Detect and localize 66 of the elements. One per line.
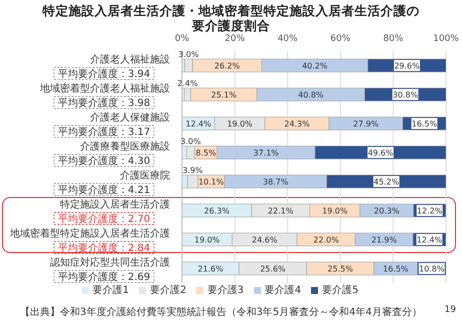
data-label: 25.5% [328, 264, 354, 274]
data-label: 21.6% [198, 264, 224, 274]
y-tick-label: 認知症対応型共同生活介護 [50, 256, 170, 268]
data-label: 3.0% [180, 137, 202, 146]
text: 平均要介護度：4.21 [58, 184, 150, 196]
y-tick-label: 介護老人福祉施設 [90, 54, 170, 66]
y-tick-label: 地域密着型特定施設入居者生活介護 [9, 228, 170, 240]
data-label: 29.6% [394, 62, 420, 70]
y-tick-label: 介護老人保健施設 [90, 112, 170, 124]
data-label: 37.1% [253, 148, 280, 158]
data-label: 3.9% [182, 166, 204, 175]
data-label: 10.8% [419, 264, 445, 274]
data-label: 27.9% [353, 120, 379, 128]
data-label: 49.6% [368, 148, 394, 158]
legend-label: 要介護3 [207, 285, 244, 296]
text: 平均要介護度：2.69 [58, 271, 150, 283]
chart-title: 特定施設入居者生活介護・地域密着型特定施設入居者生活介護の要介護度割合 [41, 3, 420, 33]
legend-label: 要介護2 [150, 285, 186, 296]
data-label: 21.9% [371, 236, 398, 244]
x-tick-label: 100% [433, 34, 460, 44]
data-label: 20.3% [374, 206, 400, 216]
data-label: 3.0% [178, 50, 200, 59]
data-label: 16.5% [382, 264, 409, 274]
data-label: 24.6% [252, 236, 278, 244]
data-label: 30.8% [392, 90, 418, 100]
x-tick-label: 0% [174, 34, 190, 44]
data-label: 12.2% [416, 206, 443, 216]
text: 平均要介護度：3.98 [58, 97, 150, 109]
y-tick-label: 地域密着型介護老人福祉施設 [39, 82, 170, 94]
data-label: 19.0% [322, 206, 348, 216]
data-label: 25.6% [260, 264, 286, 274]
data-label: 40.2% [302, 62, 328, 70]
data-label: 24.3% [284, 120, 310, 128]
text: 平均要介護度：4.30 [58, 155, 150, 167]
x-tick-label: 80% [383, 34, 404, 44]
data-label: 25.1% [211, 90, 237, 100]
legend-label: 要介護4 [264, 285, 302, 296]
y-tick-label: 特定施設入居者生活介護 [60, 198, 170, 210]
data-label: 26.3% [204, 206, 230, 216]
data-label: 12.4% [416, 236, 442, 244]
data-label: 19.0% [194, 236, 220, 244]
data-label: 8.5% [196, 148, 216, 158]
data-label: 40.8% [298, 90, 324, 100]
data-label: 38.7% [262, 178, 289, 186]
x-tick-label: 60% [330, 34, 351, 44]
x-tick-label: 20% [224, 34, 246, 44]
text: 平均要介護度：3.17 [58, 126, 150, 138]
y-tick-label: 介護医療院 [120, 170, 170, 182]
x-tick-label: 40% [278, 34, 298, 44]
text: 平均要介護度：3.94 [58, 68, 150, 80]
text: 平均要介護度：2.70 [58, 213, 150, 225]
y-tick-label: 介護療養型医療施設 [80, 140, 170, 152]
data-label: 10.1% [198, 178, 224, 186]
data-label: 16.5% [412, 120, 438, 128]
data-label: 45.2% [374, 178, 400, 186]
data-label: 19.0% [227, 120, 253, 128]
data-label: 26.2% [214, 62, 240, 70]
data-label: 2.4% [177, 79, 198, 88]
legend-label: 要介護5 [322, 285, 358, 296]
data-label: 12.4% [186, 120, 212, 128]
text: 19 [444, 305, 456, 315]
text: 平均要介護度：2.84 [58, 242, 150, 254]
text: 【出典】令和3年度介護給付費等実態統計報告（令和3年5月審査分～令和4年4月審査分） [20, 306, 422, 319]
legend-label: 要介護1 [92, 285, 129, 296]
data-label: 22.0% [313, 236, 340, 244]
data-label: 22.1% [268, 206, 294, 216]
